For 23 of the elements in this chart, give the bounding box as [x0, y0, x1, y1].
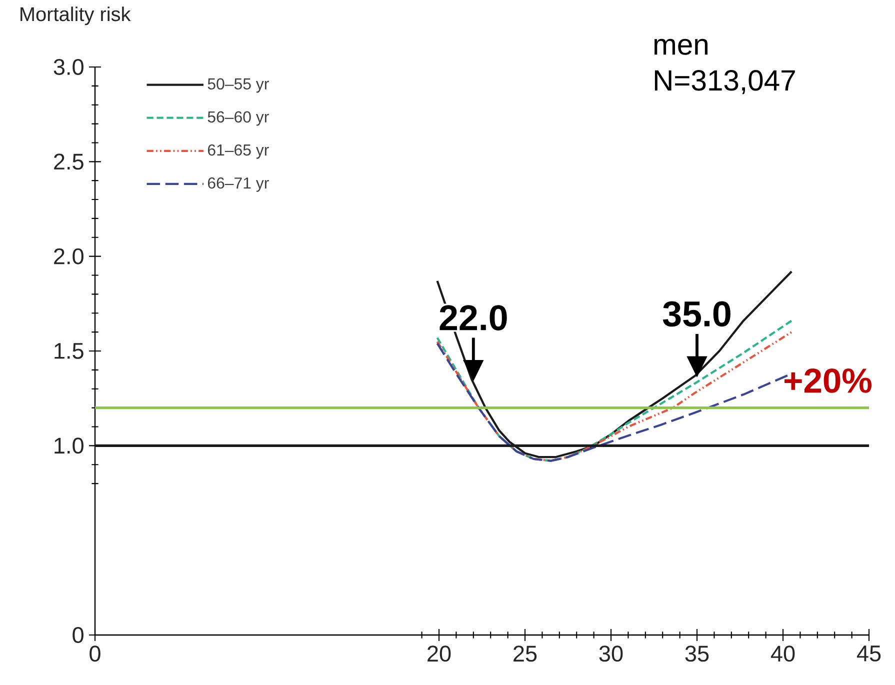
y-tick-label: 2.0	[54, 248, 84, 264]
legend-label: 66–71 yr	[208, 177, 269, 192]
legend-label: 56–60 yr	[208, 111, 269, 126]
y-tick-label: 1.5	[54, 343, 84, 359]
x-tick-label: 0	[90, 646, 100, 662]
annotation: N=313,047	[654, 70, 795, 94]
x-tick-label: 25	[514, 646, 537, 662]
annotation: +20%	[784, 368, 872, 393]
y-tick-label: 2.5	[54, 154, 84, 170]
x-tick-label: 40	[770, 646, 795, 662]
x-tick-label: 30	[599, 646, 623, 662]
y-tick-label: 3.0	[54, 58, 84, 75]
annotation: 22.0	[440, 305, 507, 330]
x-tick-label: 45	[856, 646, 881, 662]
legend-label: 61–65 yr	[208, 144, 269, 159]
y-tick-label: 0	[72, 627, 84, 644]
text: men	[654, 38, 708, 55]
legend-label: 50–55 yr	[208, 78, 269, 93]
x-tick-label: 35	[685, 646, 709, 662]
x-tick-label: 20	[428, 646, 451, 662]
y-tick-label: 1.0	[54, 438, 84, 454]
annotation: 35.0	[662, 301, 730, 327]
y-axis-title: Mortality risk	[20, 6, 131, 26]
